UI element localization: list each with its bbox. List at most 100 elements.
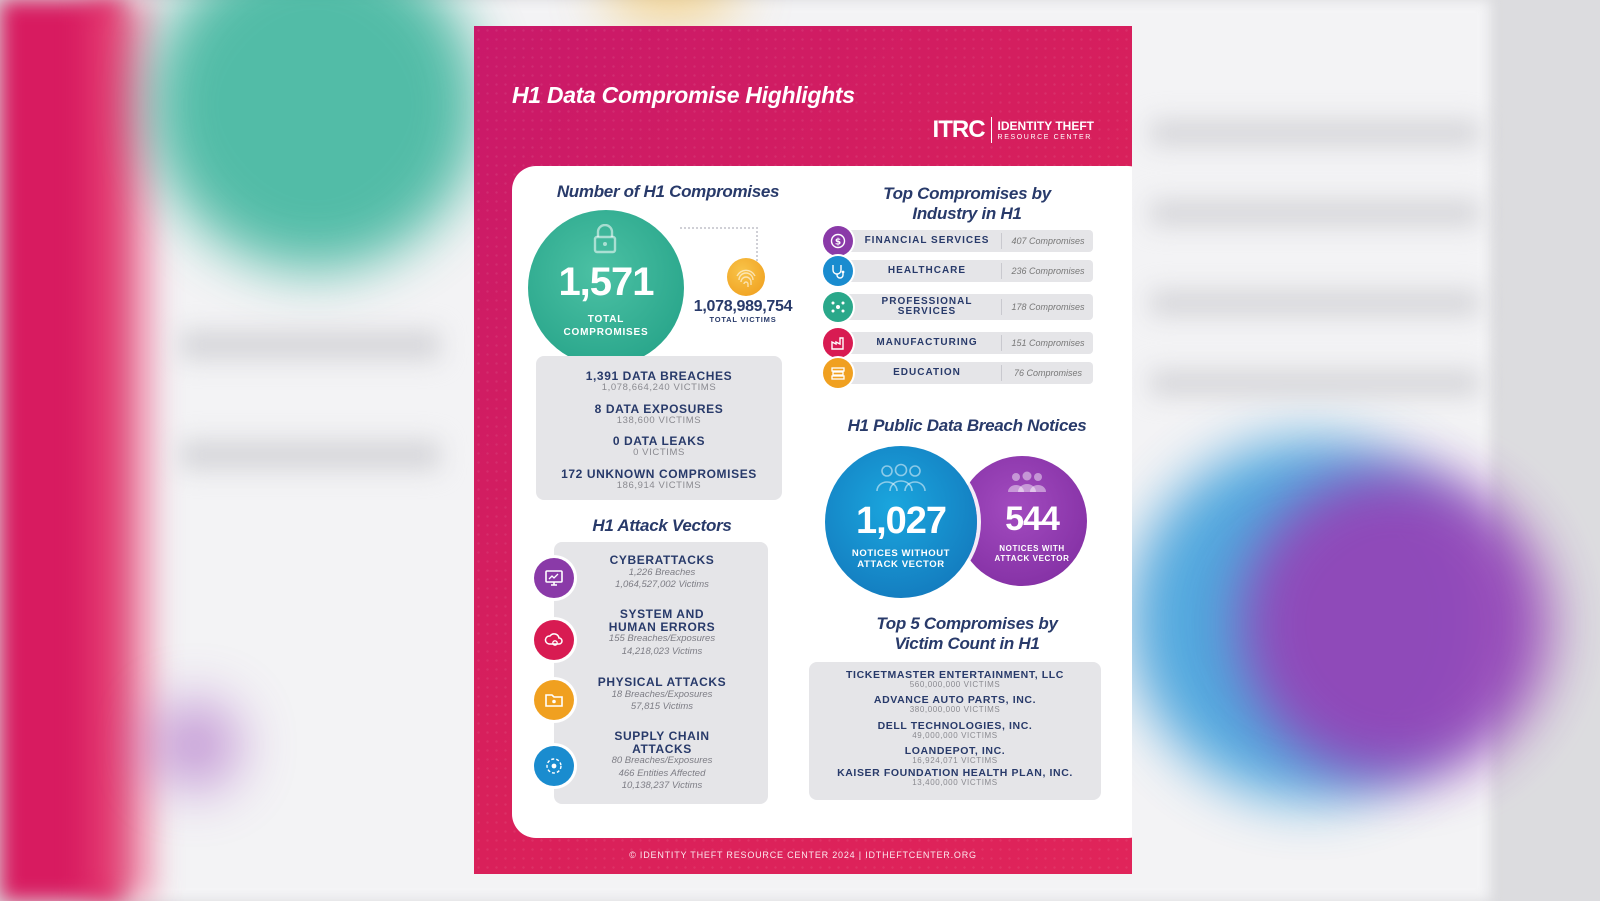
attack-vectors-heading: H1 Attack Vectors (592, 516, 732, 535)
company-name: TICKETMASTER ENTERTAINMENT, LLC (846, 669, 1064, 681)
vector-title: ATTACKS (632, 741, 692, 756)
company-victims: 49,000,000 VICTIMS (912, 730, 998, 740)
industry-heading: Top Compromises by Industry in H1 (847, 184, 1087, 223)
top5-row: TICKETMASTER ENTERTAINMENT, LLC 560,000,… (809, 669, 1101, 690)
books-icon (823, 358, 853, 388)
logo-line-1: IDENTITY THEFT (997, 118, 1094, 133)
breakdown-sub: 138,600 VICTIMS (616, 414, 702, 426)
breakdown-row: 0 DATA LEAKS 0 VICTIMS (536, 435, 782, 459)
notices-without-number: 1,027 (855, 500, 947, 542)
vector-detail: 18 Breaches/Exposures (611, 688, 713, 700)
total-label-2: COMPROMISES (563, 326, 649, 338)
factory-icon (823, 328, 853, 358)
network-icon (534, 746, 574, 786)
logo-mark: ITRC (932, 116, 986, 143)
top5-row: ADVANCE AUTO PARTS, INC. 380,000,000 VIC… (809, 695, 1101, 714)
notices-with-label-2: ATTACK VECTOR (994, 553, 1070, 563)
company-victims: 13,400,000 VICTIMS (912, 777, 998, 787)
breakdown-sub: 1,078,664,240 VICTIMS (601, 382, 717, 394)
vector-detail: 57,815 Victims (630, 700, 694, 712)
notices-heading: H1 Public Data Breach Notices (847, 416, 1087, 435)
breakdown-sub: 0 VICTIMS (633, 447, 685, 459)
industry-count: 407 Compromises (1011, 236, 1085, 246)
industry-count: 178 Compromises (1011, 302, 1085, 312)
lock-icon (593, 224, 617, 254)
attack-vectors-box (554, 542, 768, 804)
vector-title: PHYSICAL ATTACKS (597, 675, 727, 689)
breakdown-row: 1,391 DATA BREACHES 1,078,664,240 VICTIM… (536, 369, 782, 394)
top5-heading: Top 5 Compromises by Victim Count in H1 (837, 614, 1097, 653)
breakdown-title: 1,391 DATA BREACHES (585, 369, 733, 383)
industry-heading-line-1: Top Compromises by (883, 184, 1051, 203)
compromises-heading: Number of H1 Compromises (556, 182, 780, 201)
industry-name-line-1: PROFESSIONAL (881, 296, 973, 307)
industry-row-manufacturing: MANUFACTURING 151 Compromises (823, 328, 1093, 358)
vector-detail: 1,226 Breaches (628, 566, 696, 578)
industry-name-line-2: SERVICES (897, 306, 957, 317)
vector-title: SYSTEM AND (619, 607, 705, 621)
itrc-logo: ITRC IDENTITY THEFT RESOURCE CENTER (933, 116, 1094, 144)
company-victims: 380,000,000 VICTIMS (909, 705, 1001, 715)
vector-detail: 10,138,237 Victims (621, 779, 703, 791)
people-network-icon (823, 292, 853, 322)
industry-row-financial: $ FINANCIAL SERVICES 407 Compromises (823, 226, 1093, 256)
fingerprint-icon (727, 258, 765, 296)
folder-icon (534, 680, 574, 720)
notices-with-label-1: NOTICES WITH (999, 544, 1065, 553)
cloud-gear-icon (534, 620, 574, 660)
top5-heading-line-2: Victim Count in H1 (894, 633, 1040, 653)
company-victims: 560,000,000 VICTIMS (909, 680, 1001, 690)
breakdown-title: 8 DATA EXPOSURES (594, 401, 724, 416)
compromise-breakdown-box: 1,391 DATA BREACHES 1,078,664,240 VICTIM… (536, 356, 782, 500)
left-column: Number of H1 Compromises 1,571 TOTAL COM… (512, 166, 812, 838)
right-column: Top Compromises by Industry in H1 $ FINA… (807, 166, 1127, 838)
vector-detail: 14,218,023 Victims (621, 645, 703, 657)
top5-heading-line-1: Top 5 Compromises by (876, 614, 1058, 633)
poster-footer: © IDENTITY THEFT RESOURCE CENTER 2024 | … (629, 850, 977, 860)
notices-without-label-2: ATTACK VECTOR (857, 559, 945, 571)
infographic-poster: H1 Data Compromise Highlights ITRC IDENT… (474, 26, 1132, 874)
industry-name: EDUCATION (893, 367, 961, 378)
company-name: DELL TECHNOLOGIES, INC. (877, 719, 1033, 732)
industry-row-healthcare: HEALTHCARE 236 Compromises (823, 256, 1093, 286)
group-icon (1008, 471, 1046, 492)
top5-row: KAISER FOUNDATION HEALTH PLAN, INC. 13,4… (809, 766, 1101, 787)
industry-count: 236 Compromises (1011, 266, 1085, 276)
company-name: ADVANCE AUTO PARTS, INC. (873, 694, 1037, 707)
notices-without-vector-circle: 1,027 NOTICES WITHOUT ATTACK VECTOR (825, 446, 977, 598)
breakdown-title: 172 UNKNOWN COMPROMISES (561, 466, 757, 481)
total-victims-number: 1,078,989,754 (693, 298, 793, 315)
vector-detail: 466 Entities Affected (618, 767, 706, 779)
group-icon (876, 463, 926, 492)
breakdown-row: 8 DATA EXPOSURES 138,600 VICTIMS (536, 401, 782, 427)
vector-detail: 155 Breaches/Exposures (608, 633, 716, 645)
industry-row-education: EDUCATION 76 Compromises (823, 358, 1093, 388)
vector-detail: 80 Breaches/Exposures (611, 755, 713, 767)
industry-count: 76 Compromises (1013, 368, 1083, 378)
logo-line-2: RESOURCE CENTER (997, 133, 1092, 141)
industry-count: 151 Compromises (1011, 338, 1085, 348)
vector-title: CYBERATTACKS (609, 553, 715, 567)
monitor-icon (534, 558, 574, 598)
stethoscope-icon (823, 256, 853, 286)
industry-heading-line-2: Industry in H1 (912, 203, 1022, 223)
industry-name: PROFESSIONAL SERVICES (857, 294, 997, 320)
top5-box: TICKETMASTER ENTERTAINMENT, LLC 560,000,… (809, 662, 1101, 800)
content-card: Number of H1 Compromises 1,571 TOTAL COM… (512, 166, 1132, 838)
company-name: KAISER FOUNDATION HEALTH PLAN, INC. (837, 766, 1073, 779)
total-compromises-circle: 1,571 TOTAL COMPROMISES (528, 210, 684, 366)
vector-title: HUMAN ERRORS (608, 619, 716, 634)
top5-row: LOANDEPOT, INC. 16,924,071 VICTIMS (809, 746, 1101, 765)
breakdown-row: 172 UNKNOWN COMPROMISES 186,914 VICTIMS (536, 466, 782, 492)
top5-row: DELL TECHNOLOGIES, INC. 49,000,000 VICTI… (809, 719, 1101, 740)
total-label-1: TOTAL (587, 314, 625, 325)
dollar-icon: $ (823, 226, 853, 256)
svg-text:$: $ (835, 238, 841, 248)
notices-with-vector-circle: 544 NOTICES WITH ATTACK VECTOR (957, 456, 1087, 586)
notices-with-number: 544 (1005, 500, 1060, 538)
industry-name: MANUFACTURING (876, 337, 978, 348)
vector-title: SUPPLY CHAIN (614, 729, 710, 743)
total-victims-label: TOTAL VICTIMS (709, 315, 777, 324)
total-compromises-number: 1,571 (558, 260, 654, 304)
company-name: LOANDEPOT, INC. (904, 745, 1006, 758)
